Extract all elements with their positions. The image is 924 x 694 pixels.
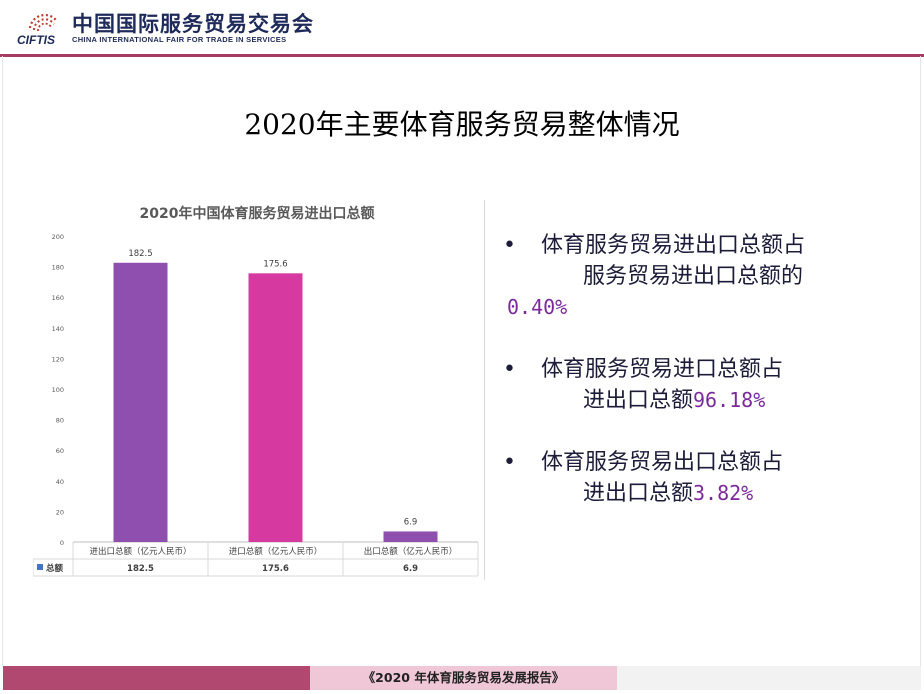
frame-left bbox=[2, 56, 3, 666]
legend-key-swatch bbox=[37, 564, 43, 570]
chart-container: 2020年中国体育服务贸易进出口总额 0 20 40 60 80 100 120 140 160… bbox=[32, 188, 485, 580]
bar bbox=[248, 273, 303, 542]
bullet-marker: • bbox=[503, 450, 516, 475]
y-tick-label: 140 bbox=[52, 325, 64, 333]
footer-report-title: 《2020 年体育服务贸易发展报告》 bbox=[310, 666, 617, 690]
x-category-label: 进口总额（亿元人民币） bbox=[229, 546, 323, 557]
table-value: 175.6 bbox=[262, 564, 289, 574]
ciftis-logo-icon: CIFTIS bbox=[17, 13, 57, 47]
bullet-line: 进出口总额96.18% bbox=[583, 385, 765, 416]
frame-right bbox=[920, 56, 921, 666]
slide-title: 2020年主要体育服务贸易整体情况 bbox=[244, 108, 680, 141]
footer-bar-right bbox=[617, 666, 921, 690]
bullet-marker: • bbox=[503, 357, 516, 382]
data-labels: 182.5 175.6 6.9 bbox=[128, 249, 417, 528]
y-tick-label: 180 bbox=[52, 264, 64, 272]
data-label: 6.9 bbox=[404, 517, 418, 527]
y-tick-label: 120 bbox=[52, 355, 64, 363]
fair-title-cn: 中国国际服务贸易交易会 bbox=[72, 12, 314, 36]
bullet-value: 96.18% bbox=[693, 388, 766, 412]
bullet-line: 体育服务贸易进出口总额占 bbox=[541, 233, 806, 258]
table-value: 182.5 bbox=[127, 564, 154, 574]
x-category-label: 出口总额（亿元人民币） bbox=[364, 546, 458, 557]
y-tick-label: 0 bbox=[60, 539, 64, 547]
y-tick-label: 80 bbox=[56, 417, 64, 425]
bullet-line: 服务贸易进出口总额的 bbox=[583, 264, 804, 289]
x-category-label: 进出口总额（亿元人民币） bbox=[89, 546, 191, 557]
y-tick-label: 40 bbox=[56, 478, 64, 486]
table-value: 6.9 bbox=[403, 564, 418, 574]
fair-title-en: CHINA INTERNATIONAL FAIR FOR TRADE IN SE… bbox=[72, 35, 287, 44]
y-tick-label: 100 bbox=[52, 386, 64, 394]
y-tick-label: 160 bbox=[52, 294, 64, 302]
bar bbox=[113, 262, 168, 542]
bullet-text: 进出口总额 bbox=[583, 481, 694, 506]
bullet-value: 0.40% bbox=[507, 295, 568, 319]
bar-chart: 2020年中国体育服务贸易进出口总额 0 20 40 60 80 100 120 140 160… bbox=[32, 205, 479, 577]
bullet-line: 体育服务贸易出口总额占 bbox=[541, 450, 784, 475]
y-tick-label: 60 bbox=[56, 447, 64, 455]
logo-text: CIFTIS bbox=[17, 33, 55, 47]
data-label: 175.6 bbox=[263, 259, 287, 269]
bullet-line: 进出口总额3.82% bbox=[583, 478, 753, 509]
bullet-value: 3.82% bbox=[693, 481, 754, 505]
header-divider bbox=[0, 54, 924, 57]
bullet-line: 体育服务贸易进口总额占 bbox=[541, 357, 784, 382]
legend-label: 总额 bbox=[46, 563, 64, 574]
bar bbox=[383, 531, 438, 542]
chart-divider bbox=[484, 200, 485, 580]
bullet-marker: • bbox=[503, 233, 516, 258]
header: CIFTIS 中国国际服务贸易交易会 CHINA INTERNATIONAL F… bbox=[0, 0, 924, 57]
y-tick-label: 200 bbox=[52, 233, 64, 241]
data-label: 182.5 bbox=[128, 249, 152, 259]
chart-title: 2020年中国体育服务贸易进出口总额 bbox=[140, 205, 375, 222]
footer-bar-left bbox=[3, 666, 310, 690]
y-tick-label: 20 bbox=[56, 508, 64, 516]
data-table: 进出口总额（亿元人民币） 182.5 进口总额（亿元人民币） 175.6 出口总额（亿元… bbox=[32, 542, 479, 577]
bullet-text: 进出口总额 bbox=[583, 388, 694, 413]
bars bbox=[113, 262, 438, 542]
